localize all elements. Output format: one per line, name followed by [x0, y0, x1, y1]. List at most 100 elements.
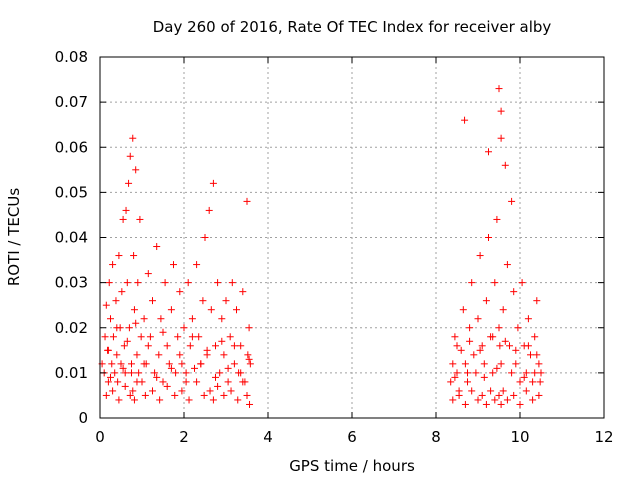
data-point	[228, 279, 236, 287]
data-point	[209, 179, 217, 187]
data-point	[531, 369, 539, 377]
data-point	[529, 396, 537, 404]
data-point	[115, 396, 123, 404]
data-point	[121, 382, 129, 390]
data-point	[510, 288, 518, 296]
data-point	[178, 387, 186, 395]
data-point	[449, 360, 457, 368]
data-point	[491, 279, 499, 287]
data-point	[136, 215, 144, 223]
data-point	[130, 396, 138, 404]
data-point	[224, 364, 232, 372]
data-point	[496, 342, 504, 350]
data-point	[499, 387, 507, 395]
y-tick-label: 0.08	[55, 48, 88, 66]
data-point	[159, 378, 167, 386]
y-tick-labels: 0 0.01 0.02 0.03 0.04 0.05 0.06 0.07 0.08	[55, 48, 88, 427]
data-point	[480, 360, 488, 368]
data-point	[230, 360, 238, 368]
data-point	[493, 364, 501, 372]
data-point	[522, 387, 530, 395]
data-point	[174, 333, 182, 341]
data-point	[201, 234, 209, 241]
data-point	[237, 369, 245, 377]
data-point	[466, 324, 474, 332]
data-point	[461, 116, 469, 124]
data-point	[197, 360, 205, 368]
chart-title: Day 260 of 2016, Rate Of TEC Index for r…	[153, 18, 552, 36]
data-point	[157, 315, 165, 323]
data-point	[191, 364, 198, 372]
data-point	[535, 391, 543, 399]
axis-ticks	[99, 56, 605, 419]
y-tick-label: 0.02	[55, 319, 88, 337]
data-point	[209, 396, 217, 404]
data-point	[104, 346, 112, 354]
data-point	[474, 315, 482, 323]
data-point	[455, 391, 463, 399]
data-point	[512, 346, 520, 354]
data-point	[246, 360, 254, 368]
data-point	[149, 387, 156, 395]
data-point	[468, 387, 476, 395]
data-point	[506, 342, 513, 350]
data-point	[140, 360, 148, 368]
data-point	[535, 360, 543, 368]
data-point	[489, 333, 497, 341]
data-point	[119, 364, 127, 372]
data-point	[109, 333, 117, 341]
data-point	[109, 261, 117, 269]
data-point	[472, 369, 480, 377]
data-point	[497, 107, 505, 115]
data-point	[485, 234, 492, 241]
data-point	[527, 351, 534, 359]
y-tick-label: 0.05	[55, 183, 88, 201]
x-tick-labels: 0 2 4 6 8 10 12	[95, 428, 613, 446]
data-point	[125, 324, 133, 332]
data-point	[130, 252, 138, 260]
data-point	[533, 297, 541, 305]
data-point	[461, 400, 469, 408]
data-point	[193, 378, 201, 386]
data-point	[233, 306, 240, 314]
data-point	[493, 215, 501, 223]
data-point	[499, 306, 507, 314]
x-axis-label: GPS time / hours	[289, 457, 415, 475]
data-point	[461, 360, 469, 368]
data-point	[245, 355, 253, 363]
data-point	[172, 369, 180, 377]
data-point	[203, 346, 211, 354]
data-point	[524, 342, 532, 350]
data-point	[508, 197, 516, 205]
data-point	[144, 270, 152, 278]
data-point	[141, 391, 149, 399]
data-point	[200, 391, 208, 399]
data-point	[113, 351, 121, 359]
data-point	[243, 391, 251, 399]
data-point	[101, 333, 109, 341]
data-point	[453, 342, 461, 350]
data-point	[531, 333, 539, 341]
data-point	[193, 261, 201, 269]
data-point	[133, 378, 141, 386]
x-tick-label: 12	[594, 428, 613, 446]
data-point	[123, 337, 131, 345]
data-point	[167, 306, 175, 314]
data-point	[234, 396, 242, 404]
data-point	[182, 369, 190, 377]
data-point	[464, 369, 471, 377]
data-point	[130, 306, 138, 314]
data-point	[237, 342, 245, 350]
data-point	[126, 391, 134, 399]
data-point	[245, 324, 253, 332]
data-point	[478, 342, 486, 350]
data-point	[224, 378, 232, 386]
data-point	[153, 373, 161, 381]
data-point	[102, 391, 110, 399]
data-point	[246, 400, 254, 408]
data-point	[125, 179, 133, 187]
data-point	[104, 378, 112, 386]
y-tick-label: 0.03	[55, 274, 88, 292]
data-point	[205, 206, 213, 214]
